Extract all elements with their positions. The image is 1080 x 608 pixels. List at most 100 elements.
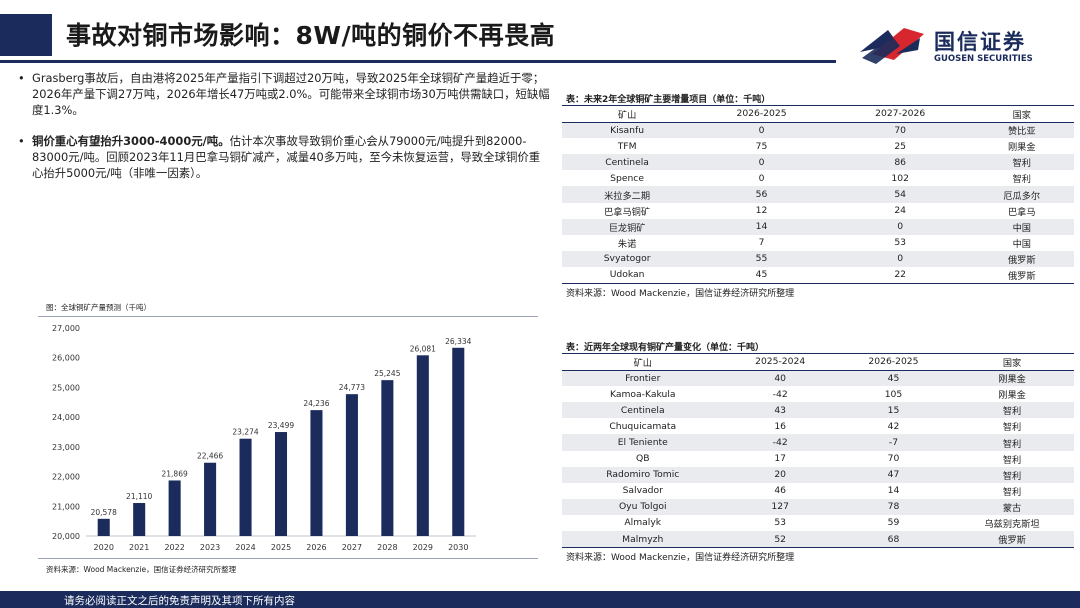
table-cell: 15	[836, 402, 951, 419]
table-cell: Frontier	[562, 370, 724, 387]
x-tick-label: 2024	[235, 543, 255, 552]
table-row: Salvador 46 14 智利	[562, 483, 1074, 499]
table-cell: 刚果金	[950, 370, 1074, 387]
table-cell: 12	[755, 205, 768, 217]
table-cell: Oyu Tolgoi	[562, 498, 724, 515]
table-cell: 0	[830, 250, 970, 267]
table-header-cell: 2026-2025	[692, 106, 831, 123]
table-cell: 102	[891, 172, 909, 184]
table-cell: -7	[836, 434, 951, 451]
chart-caption: 图：全球铜矿产量预测（千吨）	[46, 303, 151, 312]
y-tick-label: 23,000	[52, 443, 80, 452]
table-header-cell: 国家	[950, 354, 1074, 371]
bar-2025	[274, 432, 288, 536]
table-row: 巴拿马铜矿 12 24 巴拿马	[562, 203, 1074, 219]
y-tick-label: 22,000	[52, 473, 80, 482]
table-cell: 智利	[950, 402, 1074, 419]
table-cell: 乌兹别克斯坦	[984, 518, 1040, 530]
bar-2026	[310, 410, 323, 536]
table-cell: 45	[755, 269, 768, 281]
table-cell: 0	[758, 172, 765, 184]
table-cell: 智利	[1002, 486, 1022, 498]
page-title: 事故对铜市场影响：8W/吨的铜价不再畏高	[66, 21, 556, 50]
y-tick-label: 24,000	[52, 413, 80, 422]
table-row: Malmyzh 52 68 俄罗斯	[562, 531, 1074, 548]
bar-2020	[97, 518, 110, 536]
bar-2030	[452, 347, 465, 536]
table-cell: 55	[692, 250, 831, 267]
table2-grid: 矿山 2025-2024 2026-2025 国家 Frontier 40 45 刚果…	[562, 354, 1074, 548]
table-row: Spence 0 102 智利	[562, 170, 1074, 186]
bar-value-label: 21,869	[162, 469, 188, 478]
brand-logo: 国信证券 GUOSEN SECURITIES	[858, 24, 1068, 70]
table-row: TFM 75 25 刚果金	[562, 138, 1074, 154]
table-cell: -42	[772, 388, 788, 400]
table-cell: 59	[887, 517, 900, 529]
y-tick-label: 26,000	[52, 354, 80, 363]
x-tick-label: 2026	[306, 543, 326, 552]
table-cell: Salvador	[622, 485, 663, 497]
x-tick-label: 2020	[94, 543, 114, 552]
bar-value-label: 24,773	[339, 383, 365, 392]
table-cell: 78	[836, 498, 951, 515]
table-row: Udokan 45 22 俄罗斯	[562, 267, 1074, 283]
bar-value-label: 21,110	[126, 492, 152, 501]
table-cell: 22	[894, 269, 907, 281]
table-cell: 俄罗斯	[969, 250, 1074, 267]
table-row: 米拉多二期 56 54 厄瓜多尔	[562, 186, 1074, 203]
table-cell: 75	[755, 140, 768, 152]
table-cell: 105	[884, 388, 903, 400]
table-cell: 7	[758, 237, 765, 249]
table-cell: 127	[723, 498, 837, 515]
incremental-projects-table: 表：未来2年全球铜矿主要增量项目（单位：千吨） 矿山 2026-2025 202…	[562, 90, 1074, 299]
table1-source: 资料来源：Wood Mackenzie，国信证券经济研究所整理	[562, 283, 1074, 299]
table-cell: 56	[692, 186, 831, 203]
y-tick-label: 21,000	[52, 502, 80, 511]
table-row: Frontier 40 45 刚果金	[562, 370, 1074, 387]
disclaimer-footer: 请务必阅读正文之后的免责声明及其项下所有内容	[0, 591, 1080, 608]
x-tick-label: 2028	[377, 543, 397, 552]
table-cell: 朱诺	[617, 238, 637, 250]
x-tick-label: 2025	[271, 543, 291, 552]
table-header-row: 矿山 2026-2025 2027-2026 国家	[562, 106, 1074, 123]
table-cell: 86	[830, 154, 970, 171]
table-cell: Kamoa-Kakula	[609, 388, 676, 400]
table-header-cell: 2027-2026	[830, 106, 970, 123]
table-cell: 17	[774, 453, 787, 465]
table-row: 朱诺 7 53 中国	[562, 235, 1074, 251]
table-cell: 智利	[969, 154, 1074, 171]
table-cell: 25	[894, 140, 907, 152]
table-cell: 40	[723, 370, 837, 387]
table-cell: 16	[774, 420, 787, 432]
y-tick-label: 20,000	[52, 532, 80, 541]
bullet-text: Grasberg事故后，自由港将2025年产量指引下调超过20万吨，导致2025…	[32, 71, 550, 118]
table-cell: 42	[887, 420, 900, 432]
table-cell: Centinela	[562, 402, 724, 419]
table-cell: El Teniente	[562, 434, 724, 451]
logo-chinese-name: 国信证券	[934, 30, 1026, 54]
title-divider	[0, 60, 836, 63]
table-cell: 0	[692, 122, 831, 139]
bar-value-label: 23,274	[232, 428, 258, 437]
table-cell: Svyatogor	[562, 250, 693, 267]
chart-plot: 20,000 21,000 22,000 23,000 24,000 25,000 26,0…	[52, 324, 476, 552]
x-tick-label: 2030	[448, 543, 468, 552]
table-cell: Radomiro Tomic	[562, 466, 724, 483]
table-cell: Spence	[610, 172, 645, 184]
bar-2028	[381, 380, 394, 536]
table-cell: 43	[723, 402, 837, 419]
table-cell: 智利	[950, 466, 1074, 483]
table-row: Svyatogor 55 0 俄罗斯	[562, 250, 1074, 267]
bar-2023	[204, 462, 217, 536]
bullet-dot-icon: •	[18, 133, 25, 148]
bullet-item: • Grasberg事故后，自由港将2025年产量指引下调超过20万吨，导致20…	[18, 70, 550, 119]
table-cell: 智利	[1002, 422, 1022, 434]
table-header-cell: 国家	[969, 106, 1074, 123]
table-header-cell: 2025-2024	[723, 354, 837, 371]
x-tick-label: 2027	[342, 543, 362, 552]
bar-2027	[345, 394, 358, 536]
x-tick-label: 2023	[200, 543, 220, 552]
bar-2029	[416, 355, 429, 536]
table-cell: Malmyzh	[562, 531, 724, 548]
table-row: Oyu Tolgoi 127 78 蒙古	[562, 498, 1074, 515]
